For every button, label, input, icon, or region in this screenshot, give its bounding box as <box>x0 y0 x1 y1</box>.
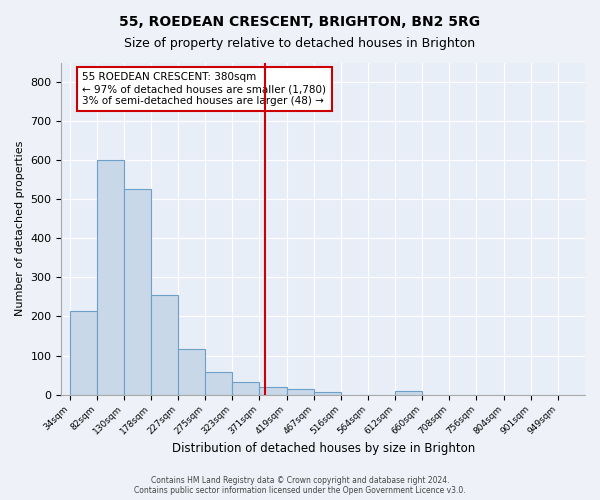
Bar <box>97 160 124 394</box>
Y-axis label: Number of detached properties: Number of detached properties <box>15 141 25 316</box>
Text: 55 ROEDEAN CRESCENT: 380sqm
← 97% of detached houses are smaller (1,780)
3% of s: 55 ROEDEAN CRESCENT: 380sqm ← 97% of det… <box>82 72 326 106</box>
Bar <box>232 382 259 394</box>
Text: Contains HM Land Registry data © Crown copyright and database right 2024.
Contai: Contains HM Land Registry data © Crown c… <box>134 476 466 495</box>
Bar <box>259 387 287 394</box>
Bar <box>178 348 205 395</box>
Text: Size of property relative to detached houses in Brighton: Size of property relative to detached ho… <box>124 38 476 51</box>
Bar <box>124 190 151 394</box>
Bar <box>70 310 97 394</box>
Bar <box>314 392 341 394</box>
Bar <box>395 390 422 394</box>
Bar <box>287 389 314 394</box>
X-axis label: Distribution of detached houses by size in Brighton: Distribution of detached houses by size … <box>172 442 475 455</box>
Text: 55, ROEDEAN CRESCENT, BRIGHTON, BN2 5RG: 55, ROEDEAN CRESCENT, BRIGHTON, BN2 5RG <box>119 15 481 29</box>
Bar <box>151 295 178 394</box>
Bar <box>205 372 232 394</box>
